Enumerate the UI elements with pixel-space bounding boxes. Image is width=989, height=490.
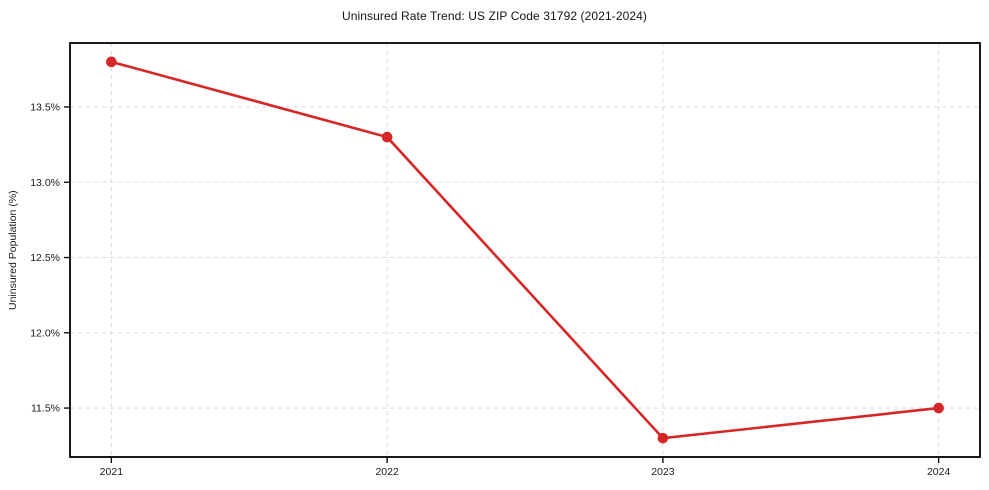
x-tick-label: 2023	[651, 466, 675, 478]
x-tick-label: 2024	[927, 466, 951, 478]
data-point	[933, 402, 944, 414]
plot-border	[69, 42, 981, 458]
y-tick-label: 12.0%	[30, 327, 60, 339]
data-point	[381, 131, 393, 143]
x-tick-label: 2021	[100, 466, 124, 478]
y-tick-label: 11.5%	[31, 403, 60, 415]
y-tick-label: 13.0%	[30, 177, 60, 189]
x-tick-label: 2022	[375, 466, 399, 478]
chart-title: Uninsured Rate Trend: US ZIP Code 31792 …	[341, 9, 648, 23]
trend-line	[110, 60, 940, 440]
y-axis-label: Uninsured Population (%)	[7, 190, 19, 310]
y-tick-label: 12.5%	[30, 252, 60, 264]
data-point	[657, 432, 669, 444]
data-point	[106, 56, 117, 68]
y-tick-label: 13.5%	[30, 101, 60, 113]
